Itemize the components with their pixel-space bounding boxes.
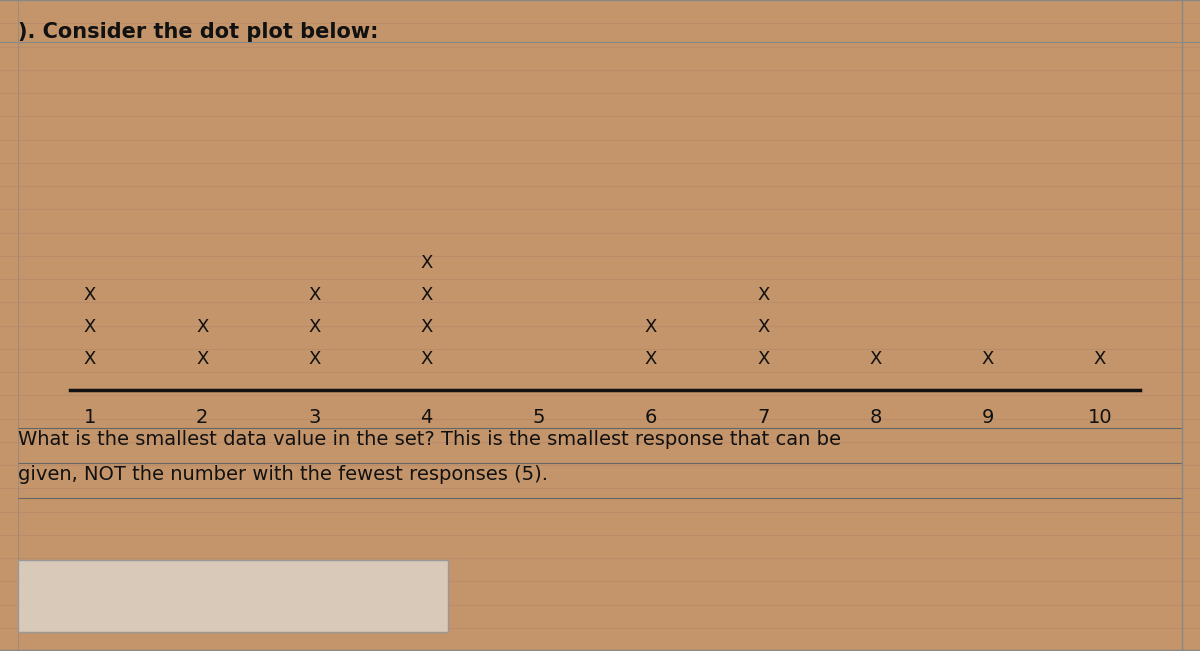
Text: 1: 1	[84, 408, 96, 427]
Text: X: X	[196, 350, 209, 368]
Text: 5: 5	[533, 408, 545, 427]
Text: 10: 10	[1087, 408, 1112, 427]
Text: X: X	[84, 286, 96, 304]
Text: 2: 2	[196, 408, 209, 427]
Text: 8: 8	[869, 408, 882, 427]
Text: X: X	[869, 350, 882, 368]
Text: ). Consider the dot plot below:: ). Consider the dot plot below:	[18, 22, 378, 42]
Text: X: X	[420, 286, 433, 304]
Text: X: X	[757, 350, 769, 368]
Text: What is the smallest data value in the set? This is the smallest response that c: What is the smallest data value in the s…	[18, 430, 841, 449]
Text: X: X	[308, 286, 320, 304]
Text: 7: 7	[757, 408, 769, 427]
Text: X: X	[757, 286, 769, 304]
Text: X: X	[420, 318, 433, 336]
Text: X: X	[982, 350, 994, 368]
Text: 6: 6	[644, 408, 658, 427]
Text: X: X	[757, 318, 769, 336]
Text: X: X	[1094, 350, 1106, 368]
Text: X: X	[420, 350, 433, 368]
Text: X: X	[308, 318, 320, 336]
Text: X: X	[420, 254, 433, 272]
Text: X: X	[84, 318, 96, 336]
Text: X: X	[196, 318, 209, 336]
Text: X: X	[644, 350, 658, 368]
Text: given, NOT the number with the fewest responses (5).: given, NOT the number with the fewest re…	[18, 465, 548, 484]
Text: 3: 3	[308, 408, 320, 427]
FancyBboxPatch shape	[18, 560, 448, 632]
Text: 4: 4	[420, 408, 433, 427]
Text: X: X	[84, 350, 96, 368]
Text: 9: 9	[982, 408, 994, 427]
Text: X: X	[644, 318, 658, 336]
Text: X: X	[308, 350, 320, 368]
